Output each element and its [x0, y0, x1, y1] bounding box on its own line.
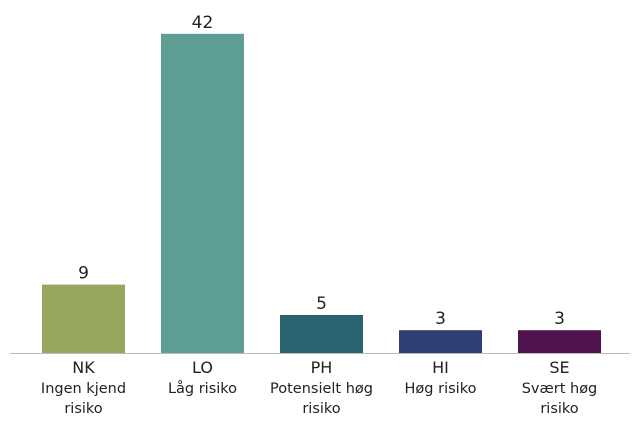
category-code: SE [549, 358, 570, 377]
category-code: PH [310, 358, 333, 377]
category-description: Svært høg risiko [521, 381, 598, 417]
bar [161, 33, 244, 354]
value-label: 42 [192, 13, 214, 33]
category-description: Låg risiko [167, 381, 238, 397]
category-code: HI [432, 358, 449, 377]
category-description: Ingen kjend risiko [40, 381, 127, 417]
category-code: LO [192, 358, 213, 377]
value-label: 9 [78, 264, 89, 284]
bar [399, 330, 482, 353]
category-description: Potensielt høg risiko [270, 381, 373, 417]
bar [518, 330, 601, 353]
category-description: Høg risiko [404, 381, 477, 397]
category-code: NK [72, 358, 95, 377]
bar [280, 315, 363, 353]
value-label: 5 [316, 294, 327, 314]
value-label: 3 [435, 309, 446, 329]
bar [42, 284, 125, 353]
value-label: 3 [554, 309, 565, 329]
